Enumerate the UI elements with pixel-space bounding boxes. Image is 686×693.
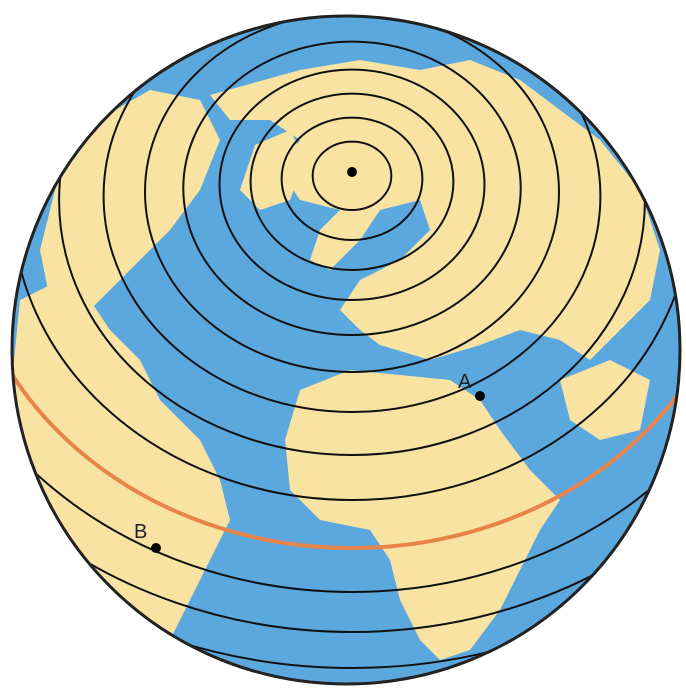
equator	[12, 16, 680, 550]
point-a	[475, 391, 485, 401]
point-label: B	[134, 521, 147, 543]
latitude-ring	[102, 16, 602, 413]
globe-outline	[10, 14, 682, 686]
arabia-india	[560, 360, 650, 440]
latitude-ring	[12, 16, 680, 593]
latitude-ring	[12, 16, 680, 669]
latitude-ring	[144, 16, 560, 373]
point-b	[151, 543, 161, 553]
latitude-ring	[249, 92, 455, 271]
latitude-ring	[218, 68, 486, 301]
latitude-ring	[280, 116, 424, 242]
pole-point	[347, 167, 357, 177]
latitude-ring	[182, 40, 522, 336]
point-label: A	[458, 371, 472, 393]
africa	[285, 370, 560, 660]
latitude-ring	[311, 140, 393, 212]
latitude-ring	[12, 16, 680, 633]
north-america	[40, 90, 220, 330]
